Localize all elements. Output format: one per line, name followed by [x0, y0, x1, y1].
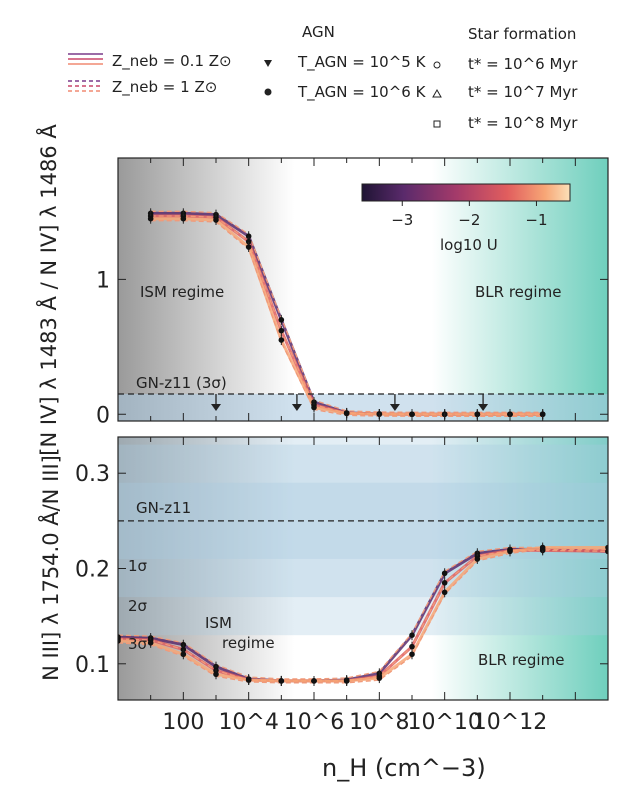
top-data-point: [180, 215, 187, 222]
top-data-point: [245, 244, 252, 250]
top-observation-label: GN-z11 (3σ): [136, 374, 227, 392]
legend-label-agn-1e6: T_AGN = 10^6 K: [297, 83, 427, 102]
top-data-point: [311, 404, 317, 411]
legend-entry-zneb-01: Z_neb = 0.1 Z⊙: [68, 52, 232, 71]
bottom-panel: GN-z11 1σ 2σ 3σ ISM regime BLR regime 0.…: [37, 436, 609, 782]
y-tick-label: 0.3: [75, 462, 110, 487]
top-regime-background: [118, 158, 608, 421]
top-ylabel: [N IV] λ 1483 Å / N IV] λ 1486 Å: [35, 124, 61, 456]
top-data-point: [245, 233, 252, 240]
upper-limit-arrow-icon: [389, 404, 400, 412]
bottom-data-point: [539, 544, 546, 551]
bottom-data-point: [180, 651, 187, 658]
legend-entry-sf-1e8: t* = 10^8 Myr: [433, 114, 578, 132]
open-triangle-marker-icon: [432, 88, 442, 98]
legend-entry-sf-1e7: t* = 10^7 Myr: [432, 83, 578, 101]
open-square-marker-icon: [433, 120, 441, 128]
legend-entry-sf-1e6: t* = 10^6 Myr: [433, 55, 578, 73]
x-tick-label: 10^8: [349, 710, 409, 735]
legend-label-agn-1e5: T_AGN = 10^5 K: [297, 53, 427, 72]
colorbar-tick-label: −2: [458, 211, 480, 229]
legend-label-zneb-1: Z_neb = 1 Z⊙: [112, 78, 217, 97]
bottom-data-point: [409, 632, 415, 639]
bottom-data-point: [605, 544, 608, 551]
y-tick-label: 0.2: [75, 558, 110, 583]
sigma-3-label: 3σ: [128, 635, 148, 653]
y-tick-label: 0: [96, 403, 110, 428]
bottom-data-point: [311, 678, 317, 684]
bottom-ism-label: ISM: [205, 614, 232, 632]
bottom-series-dashed: [118, 546, 608, 680]
open-circle-marker-icon: [433, 61, 441, 69]
top-data-point: [245, 238, 252, 245]
bottom-data-point: [245, 677, 252, 683]
legend-agn-header: AGN: [302, 23, 335, 41]
bottom-data-point: [147, 640, 154, 646]
bottom-data-point: [376, 675, 383, 681]
bottom-data-point: [441, 579, 448, 586]
x-axis-label: n_H (cm^−3): [322, 754, 486, 782]
x-tick-label: 10^10: [407, 710, 481, 735]
legend: Z_neb = 0.1 Z⊙ Z_neb = 1 Z⊙ AGN T_AGN = …: [68, 23, 578, 132]
bottom-data-point: [278, 678, 285, 684]
colorbar-tick-label: −3: [391, 211, 413, 229]
bottom-ism-label-2: regime: [222, 634, 275, 652]
sigma-band: [118, 437, 608, 636]
y-tick-label: 0.1: [75, 653, 110, 678]
bottom-data-point: [507, 548, 513, 555]
colorbar-gradient: [361, 183, 571, 202]
filled-circle-marker-icon: [264, 88, 272, 96]
x-tick-label: 10^12: [473, 710, 547, 735]
bottom-data-point: [213, 671, 219, 678]
upper-limit-arrow-icon: [211, 404, 221, 412]
top-data-point: [278, 337, 285, 343]
triangle-down-marker-icon: [264, 60, 272, 67]
bottom-observation-label: GN-z11: [136, 499, 191, 517]
top-data-point: [343, 410, 350, 417]
sigma-2-label: 2σ: [128, 597, 148, 615]
colorbar: −3 −2 −1 log10 U: [361, 183, 571, 254]
bottom-series-dashed: [118, 549, 608, 682]
legend-label-sf-1e7: t* = 10^7 Myr: [468, 83, 578, 101]
top-axes-frame: [117, 157, 609, 422]
top-data-point: [213, 217, 219, 223]
bottom-data-point: [118, 638, 121, 644]
bottom-data-point: [409, 651, 415, 658]
bottom-data-point: [409, 643, 415, 650]
top-data-point: [409, 411, 415, 418]
legend-label-sf-1e6: t* = 10^6 Myr: [468, 55, 578, 73]
upper-limit-arrow-icon: [478, 404, 489, 412]
colorbar-label: log10 U: [440, 236, 498, 254]
top-data-point: [539, 411, 546, 418]
x-tick-label: 100: [162, 710, 204, 735]
top-data-point: [474, 411, 481, 418]
x-tick-label: 10^6: [284, 710, 344, 735]
legend-entry-agn-1e6: T_AGN = 10^6 K: [264, 83, 427, 102]
top-ism-label: ISM regime: [140, 283, 224, 301]
top-data-point: [278, 327, 285, 334]
top-observation-band: [118, 394, 608, 421]
y-tick-label: 1: [96, 268, 110, 293]
bottom-blr-label: BLR regime: [478, 651, 564, 669]
legend-sf-header: Star formation: [468, 25, 576, 43]
top-data-point: [147, 215, 154, 222]
upper-limit-arrow-icon: [291, 404, 302, 412]
bottom-data-point: [343, 678, 350, 684]
bottom-data-point: [441, 570, 448, 577]
top-blr-label: BLR regime: [475, 283, 561, 301]
bottom-data-point: [474, 556, 481, 562]
top-panel: GN-z11 (3σ) ISM regime BLR regime −3 −2 −1…: [35, 124, 609, 456]
bottom-ylabel: N III] λ 1754.0 Å/N III]: [37, 455, 63, 681]
legend-entry-agn-1e5: T_AGN = 10^5 K: [264, 53, 427, 72]
legend-entry-zneb-1: Z_neb = 1 Z⊙: [68, 78, 217, 97]
sigma-1-label: 1σ: [128, 557, 148, 575]
x-tick-label: 10^4: [218, 710, 278, 735]
top-data-point: [278, 317, 285, 323]
bottom-data-point: [441, 589, 448, 596]
legend-label-sf-1e8: t* = 10^8 Myr: [468, 114, 578, 132]
legend-label-zneb-01: Z_neb = 0.1 Z⊙: [112, 52, 232, 71]
colorbar-tick-label: −1: [525, 211, 547, 229]
